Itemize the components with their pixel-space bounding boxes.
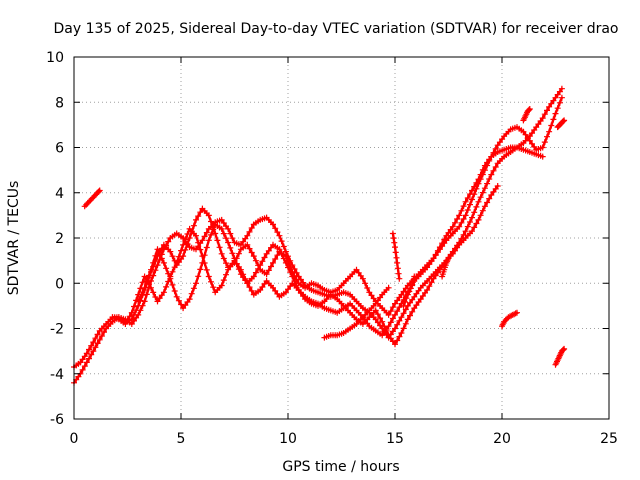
y-tick-label: -2 [50, 322, 64, 338]
chart-title: Day 135 of 2025, Sidereal Day-to-day VTE… [53, 21, 618, 37]
x-tick-label: 10 [279, 431, 297, 447]
series-markers-seg7 [552, 345, 568, 368]
series-markers-seg3 [389, 230, 403, 282]
series-s4 [136, 146, 544, 337]
y-tick-label: 0 [55, 276, 64, 292]
series-markers-s3 [109, 183, 501, 348]
y-tick-label: 4 [55, 186, 64, 202]
y-tick-label: -4 [50, 367, 64, 383]
series-markers-seg2 [321, 284, 392, 341]
series-markers-s1 [71, 85, 565, 386]
series-s2 [72, 96, 564, 369]
y-tick-label: 6 [55, 141, 64, 157]
series-s1 [72, 87, 564, 384]
series-markers-seg9 [520, 106, 533, 124]
x-tick-label: 5 [177, 431, 186, 447]
series-markers-seg1 [81, 187, 103, 210]
y-tick-label: 2 [55, 231, 64, 247]
x-tick-label: 20 [493, 431, 511, 447]
series-markers-seg4 [400, 273, 418, 309]
y-tick-label: 10 [46, 50, 64, 66]
x-tick-label: 25 [600, 431, 618, 447]
series-layer [71, 85, 568, 386]
y-tick-label: -6 [50, 412, 64, 428]
y-tick-label: 8 [55, 95, 64, 111]
y-axis-label: SDTVAR / TECUs [6, 181, 22, 296]
x-tick-label: 0 [70, 431, 79, 447]
x-axis-label: GPS time / hours [282, 459, 399, 475]
series-markers-seg8 [554, 117, 568, 131]
x-tick-label: 15 [386, 431, 404, 447]
series-markers-seg6 [499, 309, 520, 330]
axis-ticks: 0 5 10 15 20 25 -6 -4 -2 0 2 4 6 8 10 [46, 50, 618, 447]
series-markers-seg5 [439, 255, 452, 280]
